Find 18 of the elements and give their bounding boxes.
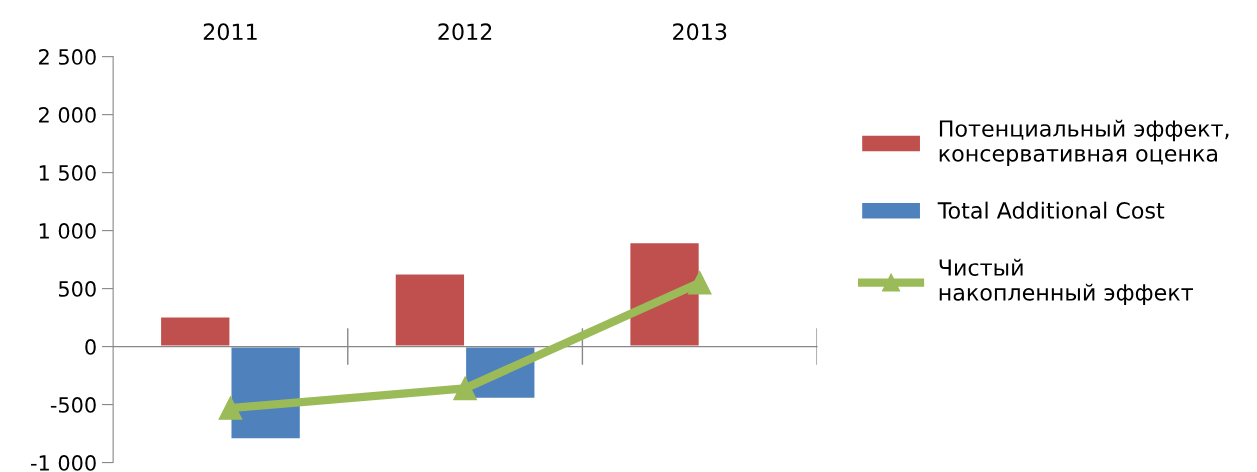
legend-label: Чистый накопленный эффект — [939, 258, 1194, 306]
point — [453, 376, 477, 401]
y-tick-label: 0 — [85, 339, 96, 355]
y-tick-label: 2 000 — [39, 107, 96, 123]
legend-label: Total Additional Cost — [937, 201, 1165, 219]
bar — [628, 241, 701, 348]
x-tick-label: 2011 — [203, 23, 257, 41]
point — [687, 270, 712, 295]
y-tick-label: 1 000 — [39, 223, 96, 239]
legend-label: Потенциальный эффект, консервативная оценка — [939, 119, 1229, 167]
point — [218, 396, 243, 420]
y-tick-label: 1 500 — [39, 165, 96, 181]
x-tick-label: 2013 — [673, 23, 727, 41]
x-tick-label: 2012 — [438, 23, 492, 41]
y-tick-label: 500 — [59, 281, 96, 297]
y-tick-label: -500 — [50, 397, 96, 413]
y-tick-label: -1 000 — [31, 455, 96, 471]
y-tick-label: 2 500 — [39, 49, 96, 65]
